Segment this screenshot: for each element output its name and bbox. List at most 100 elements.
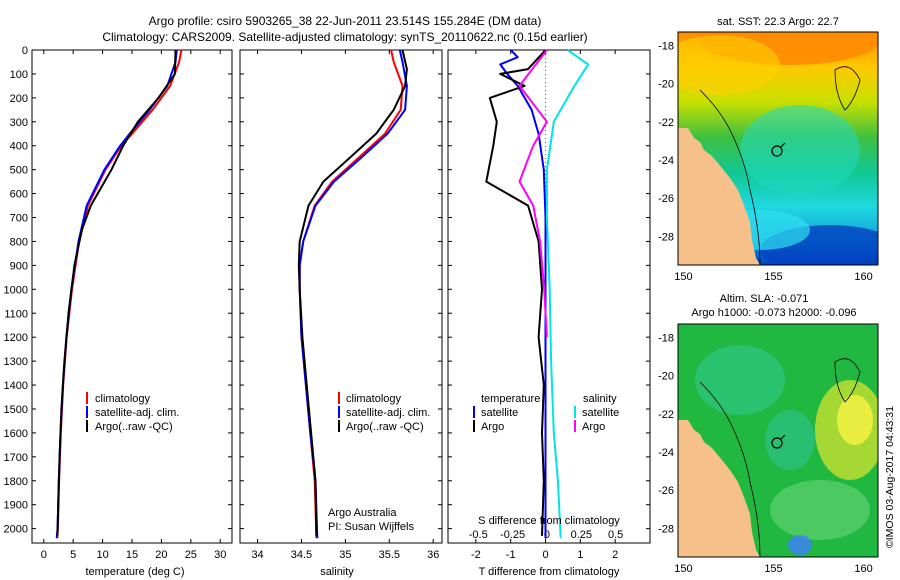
lon-tick-label: 155 — [764, 271, 782, 283]
x-tick-label: 34.5 — [291, 549, 312, 561]
x-tick-label: 2 — [612, 549, 618, 561]
depth-tick-label: 1700 — [4, 452, 28, 464]
temperature-legend: climatology satellite-adj. clim. Argo(..… — [86, 392, 179, 433]
x-tick-label: 35 — [339, 549, 351, 561]
legend-s-argo-label: Argo — [582, 421, 605, 433]
sst-map: sat. SST: 22.3 Argo: 22.7 — [677, 16, 879, 266]
lat-tick-label: -20 — [658, 371, 674, 383]
x-tick-label: 34 — [251, 549, 263, 561]
depth-tick-label: 800 — [10, 236, 28, 248]
legend-argo-label: Argo(..raw -QC) — [95, 421, 173, 433]
argo-float-marker — [771, 437, 783, 449]
depth-tick-label: 600 — [10, 189, 28, 201]
s-tick-label: -0.5 — [469, 529, 488, 541]
salinity-xlabel: salinity — [320, 566, 354, 578]
depth-tick-label: 1200 — [4, 332, 28, 344]
sla-map: Altim. SLA: -0.071 Argo h1000: -0.073 h2… — [677, 293, 879, 558]
legend-s-satellite-label: satellite — [582, 407, 619, 419]
legend-satellite-label: satellite-adj. clim. — [95, 407, 179, 419]
legend-t-argo-label: Argo — [481, 421, 504, 433]
x-tick-label: 0 — [542, 549, 548, 561]
credit-line-1: Argo Australia — [328, 507, 397, 519]
depth-tick-label: 1300 — [4, 356, 28, 368]
legend-salinity-heading: salinity — [583, 393, 617, 405]
temperature-xlabel: temperature (deg C) — [85, 566, 184, 578]
lat-tick-label: -26 — [658, 485, 674, 497]
title-line-1: Argo profile: csiro 5903265_38 22-Jun-20… — [149, 14, 542, 28]
lat-tick-label: -22 — [658, 117, 674, 129]
legend-t-satellite-label: satellite — [481, 407, 518, 419]
legend-satellite-label: satellite-adj. clim. — [346, 407, 430, 419]
depth-tick-label: 900 — [10, 260, 28, 272]
lat-tick-label: -18 — [658, 332, 674, 344]
s-tick-label: 0.5 — [608, 529, 623, 541]
depth-tick-label: 1900 — [4, 500, 28, 512]
credit-line-2: PI: Susan Wijffels — [328, 521, 414, 533]
temperature-axes — [31, 49, 233, 544]
x-tick-label: 20 — [155, 549, 167, 561]
lon-tick-label: 160 — [854, 271, 872, 283]
depth-tick-label: 400 — [10, 141, 28, 153]
depth-tick-label: 200 — [10, 93, 28, 105]
x-tick-label: 25 — [185, 549, 197, 561]
depth-tick-label: 300 — [10, 117, 28, 129]
sla-map-title-2: Argo h1000: -0.073 h2000: -0.096 — [691, 307, 856, 319]
lon-tick-label: 150 — [674, 271, 692, 283]
series-satellite — [55, 49, 178, 539]
series-climatology — [298, 49, 404, 539]
lat-tick-label: -26 — [658, 193, 674, 205]
x-tick-label: -1 — [506, 549, 516, 561]
depth-tick-label: 0 — [22, 45, 28, 57]
legend-climatology-label: climatology — [95, 393, 151, 405]
s-difference-label: S difference from climatology — [478, 515, 620, 527]
difference-axes — [447, 49, 651, 544]
depth-tick-label: 1400 — [4, 380, 28, 392]
depth-tick-label: 1800 — [4, 476, 28, 488]
series-argo — [56, 49, 177, 536]
x-tick-label: 36 — [427, 549, 439, 561]
difference-xlabel: T difference from climatology — [479, 566, 620, 578]
lat-tick-label: -24 — [658, 155, 674, 167]
series-s-satellite — [545, 49, 590, 539]
lat-tick-label: -28 — [658, 523, 674, 535]
salinity-legend: climatology satellite-adj. clim. Argo(..… — [328, 392, 430, 533]
difference-legend: temperature satellite Argo salinity sate… — [473, 393, 620, 527]
s-tick-label: 0 — [544, 529, 550, 541]
depth-tick-label: 1600 — [4, 428, 28, 440]
timestamp: ©IMOS 03-Aug-2017 04:43:31 — [884, 406, 896, 548]
salinity-axes — [239, 49, 443, 544]
depth-tick-label: 1500 — [4, 404, 28, 416]
depth-tick-label: 1000 — [4, 284, 28, 296]
title-line-2: Climatology: CARS2009. Satellite-adjuste… — [102, 30, 587, 44]
legend-climatology-label: climatology — [346, 393, 402, 405]
lat-tick-label: -22 — [658, 409, 674, 421]
depth-tick-label: 500 — [10, 165, 28, 177]
lat-tick-label: -28 — [658, 231, 674, 243]
series-t-satellite — [499, 49, 547, 539]
depth-tick-label: 700 — [10, 213, 28, 225]
sla-map-title-1: Altim. SLA: -0.071 — [720, 293, 809, 305]
s-tick-label: -0.25 — [500, 529, 525, 541]
lon-tick-label: 160 — [854, 563, 872, 575]
depth-tick-label: 2000 — [4, 524, 28, 536]
lon-tick-label: 155 — [764, 563, 782, 575]
argo-float-marker — [771, 145, 783, 157]
lat-tick-label: -20 — [658, 79, 674, 91]
series-argo — [297, 49, 408, 536]
s-tick-label: 0.25 — [571, 529, 592, 541]
series-s-argo — [518, 49, 548, 338]
x-tick-label: 0 — [41, 549, 47, 561]
depth-tick-label: 100 — [10, 69, 28, 81]
sst-map-title: sat. SST: 22.3 Argo: 22.7 — [717, 16, 839, 28]
x-tick-label: 1 — [577, 549, 583, 561]
lon-tick-label: 150 — [674, 563, 692, 575]
lat-tick-label: -18 — [658, 40, 674, 52]
legend-argo-label: Argo(..raw -QC) — [346, 421, 424, 433]
depth-tick-label: 1100 — [4, 308, 28, 320]
x-tick-label: -2 — [471, 549, 481, 561]
x-tick-label: 30 — [214, 549, 226, 561]
series-climatology — [56, 49, 183, 539]
x-tick-label: 5 — [70, 549, 76, 561]
series-t-argo — [485, 49, 547, 536]
x-tick-label: 35.5 — [379, 549, 400, 561]
